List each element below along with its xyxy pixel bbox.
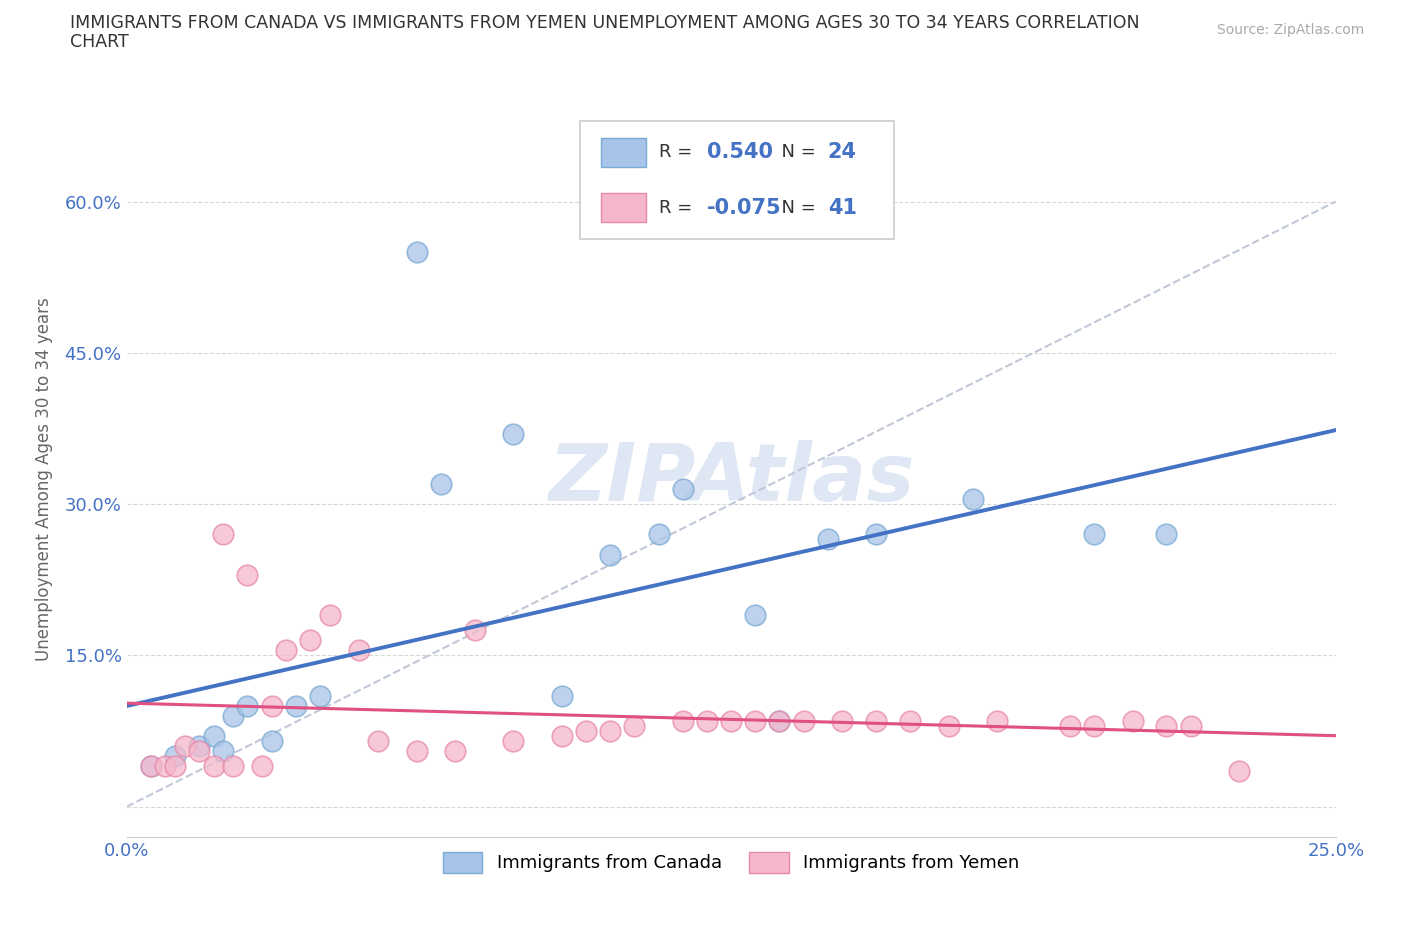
Point xyxy=(623,719,645,734)
Point xyxy=(163,759,186,774)
Point xyxy=(865,713,887,728)
Point xyxy=(831,713,853,728)
Text: N =: N = xyxy=(770,199,821,217)
Point xyxy=(299,633,322,648)
Point xyxy=(236,567,259,582)
Point xyxy=(260,734,283,749)
Point xyxy=(1059,719,1081,734)
Point xyxy=(260,698,283,713)
Text: ZIPAtlas: ZIPAtlas xyxy=(548,440,914,518)
Point xyxy=(276,643,298,658)
Point xyxy=(1156,719,1178,734)
Point xyxy=(768,713,790,728)
Text: 24: 24 xyxy=(828,142,856,162)
Point xyxy=(405,245,427,259)
Text: IMMIGRANTS FROM CANADA VS IMMIGRANTS FROM YEMEN UNEMPLOYMENT AMONG AGES 30 TO 34: IMMIGRANTS FROM CANADA VS IMMIGRANTS FRO… xyxy=(70,14,1140,32)
Point xyxy=(212,744,235,759)
Point xyxy=(647,527,669,542)
FancyBboxPatch shape xyxy=(600,138,647,166)
Point xyxy=(696,713,718,728)
Point xyxy=(155,759,177,774)
Text: 0.540: 0.540 xyxy=(707,142,773,162)
Point xyxy=(720,713,742,728)
Text: -0.075: -0.075 xyxy=(707,198,782,218)
Point xyxy=(599,724,621,738)
Point xyxy=(309,688,332,703)
Point xyxy=(551,729,574,744)
Point xyxy=(1083,719,1105,734)
Point xyxy=(188,744,211,759)
Point xyxy=(962,492,984,507)
Point xyxy=(599,547,621,562)
Point xyxy=(188,738,211,753)
Point xyxy=(817,532,839,547)
Point xyxy=(444,744,467,759)
Point xyxy=(744,713,766,728)
Point xyxy=(318,607,340,622)
Text: Source: ZipAtlas.com: Source: ZipAtlas.com xyxy=(1216,23,1364,37)
Point xyxy=(672,713,695,728)
Point xyxy=(865,527,887,542)
FancyBboxPatch shape xyxy=(600,193,647,222)
Point xyxy=(139,759,162,774)
Point xyxy=(575,724,598,738)
Point xyxy=(898,713,921,728)
Point xyxy=(284,698,307,713)
Point xyxy=(202,729,225,744)
Point xyxy=(1180,719,1202,734)
Point xyxy=(250,759,273,774)
Point xyxy=(768,713,790,728)
Point xyxy=(986,713,1008,728)
Point xyxy=(222,759,245,774)
Point xyxy=(793,713,815,728)
Point xyxy=(1227,764,1250,779)
Point xyxy=(502,734,524,749)
Point xyxy=(464,623,486,638)
Point xyxy=(430,476,453,491)
Point xyxy=(347,643,370,658)
Point xyxy=(551,688,574,703)
Point xyxy=(502,426,524,441)
Point xyxy=(173,738,195,753)
Text: 41: 41 xyxy=(828,198,856,218)
Point xyxy=(1156,527,1178,542)
Point xyxy=(202,759,225,774)
Point xyxy=(236,698,259,713)
Legend: Immigrants from Canada, Immigrants from Yemen: Immigrants from Canada, Immigrants from … xyxy=(433,843,1029,882)
Point xyxy=(1083,527,1105,542)
Point xyxy=(367,734,389,749)
Text: N =: N = xyxy=(770,143,821,161)
Point xyxy=(222,709,245,724)
Point xyxy=(744,607,766,622)
Text: CHART: CHART xyxy=(70,33,129,50)
Text: R =: R = xyxy=(658,199,697,217)
Point xyxy=(1122,713,1144,728)
Point xyxy=(139,759,162,774)
FancyBboxPatch shape xyxy=(581,121,894,239)
Point xyxy=(163,749,186,764)
Point xyxy=(672,482,695,497)
Point xyxy=(212,527,235,542)
Text: R =: R = xyxy=(658,143,697,161)
Y-axis label: Unemployment Among Ages 30 to 34 years: Unemployment Among Ages 30 to 34 years xyxy=(35,297,53,661)
Point xyxy=(405,744,427,759)
Point xyxy=(938,719,960,734)
